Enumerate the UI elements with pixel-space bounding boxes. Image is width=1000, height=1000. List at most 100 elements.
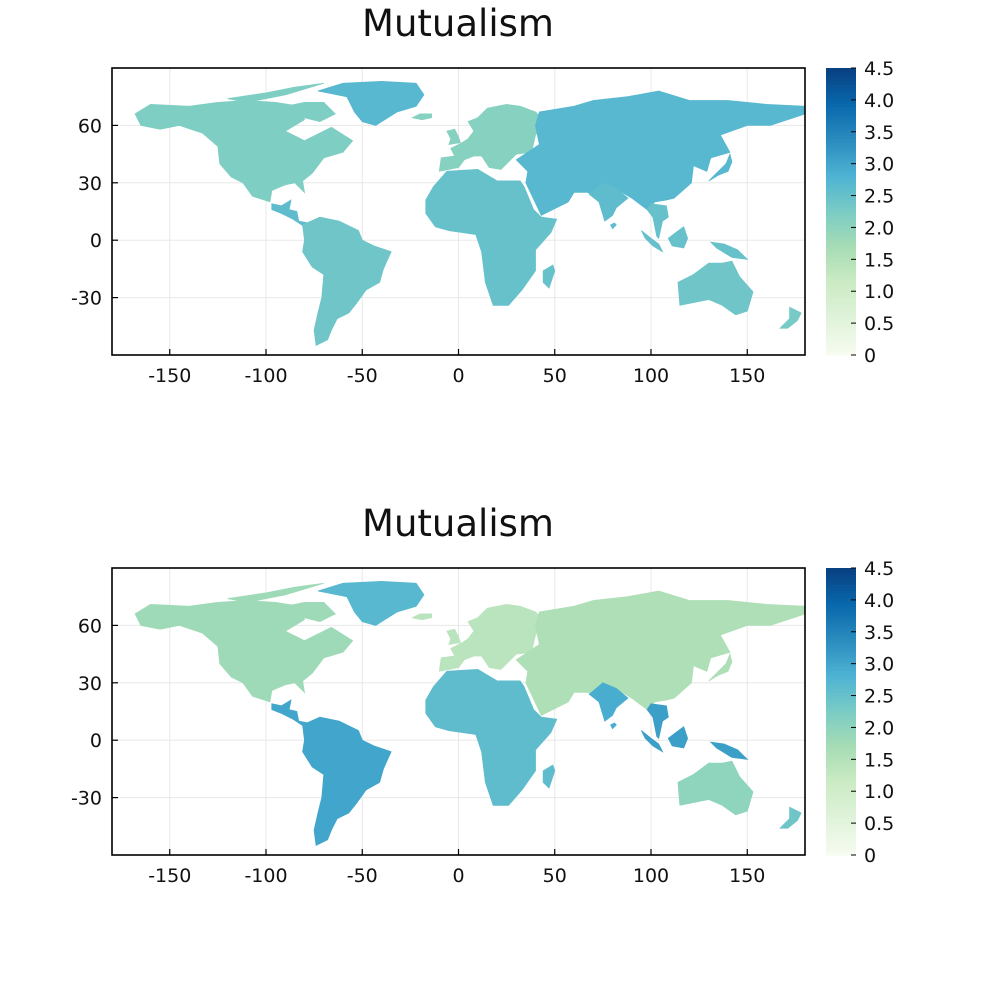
colorbar-swatch [826,756,856,760]
colorbar-swatch [826,603,856,607]
colorbar-swatch [826,182,856,187]
colorbar-swatch [826,141,856,146]
x-tick-label: -100 [244,365,287,387]
colorbar-swatch [826,807,856,811]
x-tick-label: -50 [347,365,378,387]
island-iceland [411,613,433,621]
colorbar-swatch [826,103,856,107]
colorbar-swatch [826,644,856,649]
colorbar-swatch [826,109,856,114]
colorbar-tick-label: 3.0 [864,154,894,176]
island-madagascar [542,264,556,289]
colorbar-swatch [826,189,856,193]
colorbar-swatch [826,743,856,748]
colorbar-swatch [826,230,856,235]
colorbar-tick-label: 4.5 [864,58,894,80]
colorbar-swatch [826,119,856,123]
colorbar-swatch [826,698,856,703]
colorbar-swatch [826,673,856,678]
x-tick-label: 100 [633,365,669,387]
colorbar-swatch [826,99,856,104]
map-figure-2: Mutualism -150 -100 -50 0 50 100 150 60 30 0 -30 4.… [71,502,894,887]
colorbar-swatch [826,281,856,286]
colorbar-swatch [826,599,856,604]
plot-title: Mutualism [362,502,554,545]
colorbar-swatch [826,721,856,725]
colorbar-swatch [826,778,856,783]
colorbar-swatch [826,80,856,85]
island-new-guinea [709,241,749,260]
colorbar-swatch [826,240,856,244]
colorbar-swatch [826,724,856,729]
island-great-britain [446,128,461,146]
colorbar-swatch [826,166,856,171]
colorbar-swatch [826,303,856,308]
colorbar-swatch [826,256,856,260]
region-greenland [317,80,425,126]
colorbar-swatch [826,619,856,623]
colorbar-swatch [826,682,856,687]
colorbar-tick-label: 3.5 [864,622,894,644]
colorbar-swatch [826,201,856,206]
colorbar-swatch [826,307,856,311]
island-new-guinea [709,741,749,760]
colorbar-swatch [826,612,856,617]
colorbar-swatch [826,185,856,190]
region-north-america [134,600,354,703]
colorbar-tick-label: 0 [864,345,876,367]
region-new-zealand [779,306,802,329]
colorbar-swatch [826,666,856,671]
colorbar-swatch [826,845,856,850]
y-tick-label: 60 [78,615,102,637]
x-tick-label: 100 [633,865,669,887]
region-central-america [271,699,310,728]
colorbar-swatch [826,628,856,633]
colorbar-swatch [826,284,856,289]
colorbar-swatch [826,705,856,709]
colorbar-swatch [826,568,856,572]
colorbar-swatch [826,77,856,82]
colorbar-swatch [826,329,856,334]
colorbar-swatch [826,730,856,735]
colorbar-swatch [826,249,856,254]
colorbar-tick-label: 3.0 [864,654,894,676]
colorbar-swatch [826,759,856,764]
colorbar-swatch [826,170,856,174]
colorbar-swatch [826,134,856,139]
colorbar-swatch [826,800,856,805]
x-tick-label: 0 [452,365,464,387]
colorbar-swatch [826,224,856,229]
colorbar-swatch [826,157,856,162]
colorbar-swatch [826,596,856,601]
colorbar-swatch [826,345,856,350]
colorbar-swatch [826,826,856,831]
colorbar-swatch [826,631,856,636]
colorbar-swatch [826,615,856,620]
colorbar-tick-label: 0.5 [864,313,894,335]
island-iceland [411,113,433,121]
colorbar-swatch [826,740,856,744]
region-south-america [302,216,392,347]
land-layer [134,580,805,847]
colorbar-swatch [826,625,856,630]
colorbar-tick-label: 3.5 [864,122,894,144]
colorbar-swatch [826,262,856,267]
colorbar-swatch [826,246,856,251]
colorbar-swatch [826,310,856,315]
colorbar-swatch [826,606,856,611]
colorbar-swatch [826,208,856,213]
colorbar-swatch [826,803,856,808]
island-sri-lanka [610,222,617,230]
y-tick-label: 30 [78,673,102,695]
colorbar-swatch [826,590,856,595]
colorbar-swatch [826,692,856,697]
colorbar-swatch [826,638,856,642]
island-baffin [284,102,336,123]
colorbar-swatch [826,768,856,773]
colorbar-swatch [826,316,856,321]
colorbar-swatch [826,832,856,837]
colorbar-swatch [826,689,856,693]
map-panel-2: Mutualism -150 -100 -50 0 50 100 150 60 30 0 -30 4.… [0,500,1000,920]
colorbar-swatch [826,192,856,197]
colorbar-swatch [826,214,856,219]
